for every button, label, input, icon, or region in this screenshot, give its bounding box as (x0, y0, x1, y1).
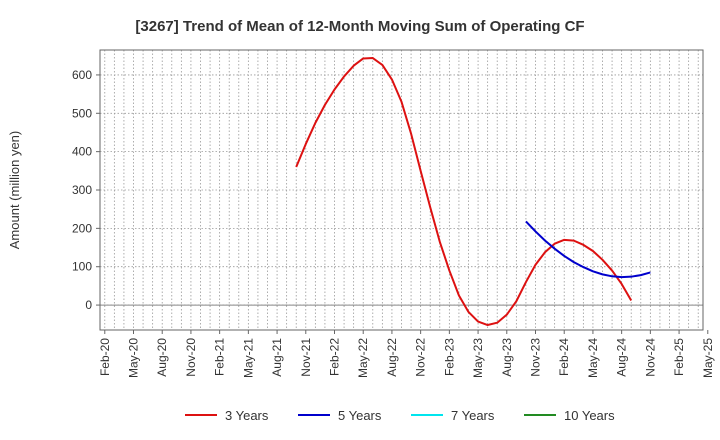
x-tick-label: Nov-22 (414, 338, 428, 377)
x-tick-label: Aug-23 (500, 338, 514, 377)
x-tick-label: Aug-21 (270, 338, 284, 377)
x-tick-label: Feb-23 (442, 338, 456, 376)
legend-label-5-years: 5 Years (338, 408, 382, 423)
x-axis-ticks: Feb-20 May-20 Aug-20 Nov-20 Feb-21 May-21 Aug-… (98, 330, 715, 378)
legend: 3 Years 5 Years 7 Years 10 Years (185, 408, 615, 423)
x-tick-label: Aug-20 (155, 338, 169, 377)
y-tick-label: 400 (72, 145, 92, 159)
x-tick-label: Feb-22 (328, 338, 342, 376)
x-tick-label: Feb-25 (672, 338, 686, 376)
y-axis-ticks: 0 100 200 300 400 500 600 (72, 68, 100, 312)
series-line-3-years (295, 57, 633, 327)
x-tick-label: Aug-22 (385, 338, 399, 377)
x-tick-label: Nov-24 (643, 338, 657, 377)
chart-title: [3267] Trend of Mean of 12-Month Moving … (135, 18, 584, 35)
y-tick-label: 500 (72, 106, 92, 120)
y-tick-label: 100 (72, 260, 92, 274)
y-axis-label: Amount (million yen) (7, 131, 22, 250)
y-tick-label: 200 (72, 221, 92, 235)
y-tick-label: 300 (72, 183, 92, 197)
series-line-5-years (525, 220, 651, 279)
legend-label-3-years: 3 Years (225, 408, 269, 423)
x-tick-label: Feb-20 (98, 338, 112, 376)
x-tick-label: May-24 (586, 338, 600, 378)
legend-label-10-years: 10 Years (564, 408, 615, 423)
legend-label-7-years: 7 Years (451, 408, 495, 423)
x-tick-label: May-23 (471, 338, 485, 378)
x-tick-label: Nov-20 (184, 338, 198, 377)
y-tick-label: 0 (85, 298, 92, 312)
x-tick-label: Nov-21 (299, 338, 313, 377)
x-tick-label: Aug-24 (615, 338, 629, 377)
x-tick-label: Feb-24 (557, 338, 571, 376)
x-tick-label: May-20 (127, 338, 141, 378)
x-tick-label: Feb-21 (213, 338, 227, 376)
grid-lines (100, 50, 703, 330)
x-tick-label: Nov-23 (529, 338, 543, 377)
x-tick-label: May-25 (701, 338, 715, 378)
x-tick-label: May-22 (356, 338, 370, 378)
y-tick-label: 600 (72, 68, 92, 82)
series-layer (295, 57, 651, 327)
x-tick-label: May-21 (241, 338, 255, 378)
